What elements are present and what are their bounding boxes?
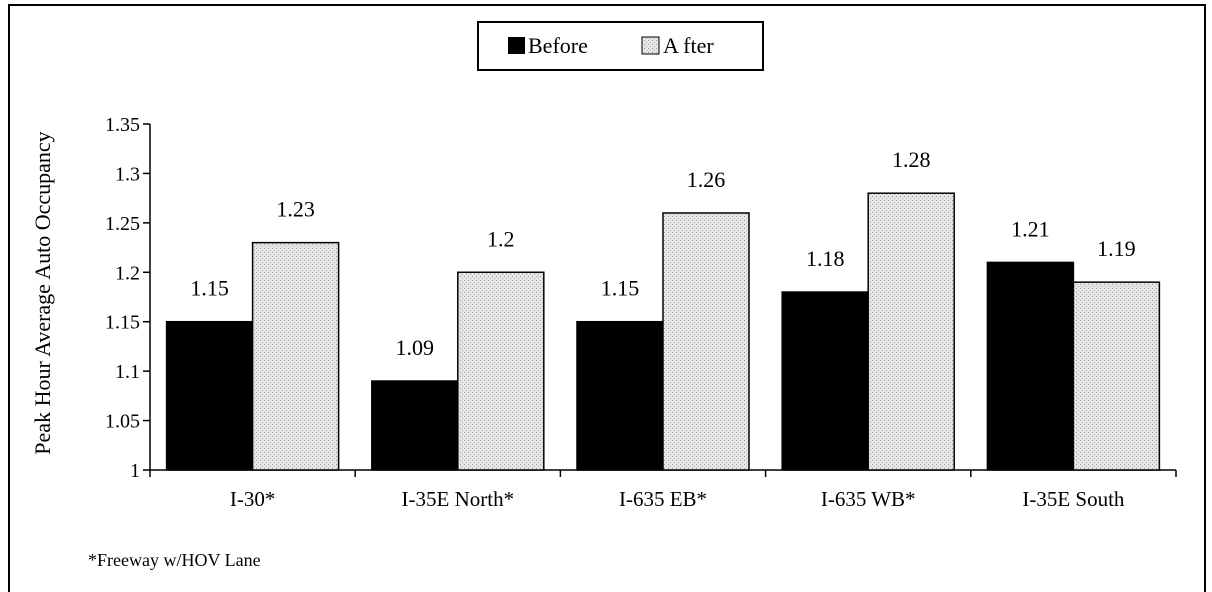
data-label-before: 1.09: [396, 335, 435, 360]
bars: [165, 192, 1161, 471]
bar-before-4: [986, 261, 1075, 471]
y-tick-label: 1.25: [105, 213, 140, 235]
data-label-after: 1.2: [487, 226, 515, 251]
category-label: I-30*: [230, 487, 276, 511]
bar-after-1: [457, 271, 545, 471]
bar-after-0: [251, 241, 340, 471]
footnote: *Freeway w/HOV Lane: [88, 550, 261, 570]
data-label-before: 1.15: [601, 276, 640, 301]
data-label-before: 1.18: [806, 246, 845, 271]
y-tick-label: 1.35: [105, 114, 140, 136]
bar-before-1: [371, 380, 459, 471]
category-label: I-35E South: [1022, 487, 1125, 511]
chart-frame: [8, 4, 1206, 592]
x-ticks: [149, 470, 1177, 477]
bar-before-2: [576, 320, 664, 471]
data-label-before: 1.21: [1011, 216, 1050, 241]
y-tick-label: 1.3: [115, 163, 140, 185]
category-label: I-35E North*: [402, 487, 515, 511]
legend-swatch-before: [508, 37, 525, 54]
data-label-before: 1.15: [190, 276, 229, 301]
legend-label-before: Before: [528, 33, 588, 58]
bar-after-3: [867, 192, 955, 471]
y-tick-label: 1.1: [115, 361, 140, 383]
data-label-after: 1.23: [276, 197, 315, 222]
legend-box: [477, 21, 764, 71]
legend-swatch-after: [641, 36, 660, 55]
bar-after-4: [1072, 281, 1161, 471]
bar-after-2: [662, 212, 750, 471]
category-labels: I-30* I-35E North* I-635 EB* I-635 WB* I-35E…: [230, 487, 1125, 511]
y-tick-label: 1: [130, 460, 140, 482]
legend-label-after: A fter: [663, 33, 714, 58]
y-tick-label: 1.15: [105, 312, 140, 334]
y-tick-label: 1.05: [105, 411, 140, 433]
data-label-after: 1.28: [892, 147, 931, 172]
legend: Before A fter: [477, 21, 764, 71]
category-label: I-635 WB*: [821, 487, 916, 511]
data-labels: 1.15 1.23 1.09 1.2 1.15 1.26 1.18 1.28 1.21 1.19: [190, 147, 1135, 360]
bar-before-3: [781, 291, 869, 471]
y-tick-label: 1.2: [115, 262, 140, 284]
category-label: I-635 EB*: [619, 487, 707, 511]
y-axis-title: Peak Hour Average Auto Occupancy: [30, 131, 55, 454]
y-ticks: 1 1.05 1.1 1.15 1.2 1.25 1.3 1.35: [105, 114, 150, 482]
data-label-after: 1.19: [1097, 236, 1136, 261]
bar-before-0: [165, 320, 254, 471]
data-label-after: 1.26: [687, 167, 726, 192]
